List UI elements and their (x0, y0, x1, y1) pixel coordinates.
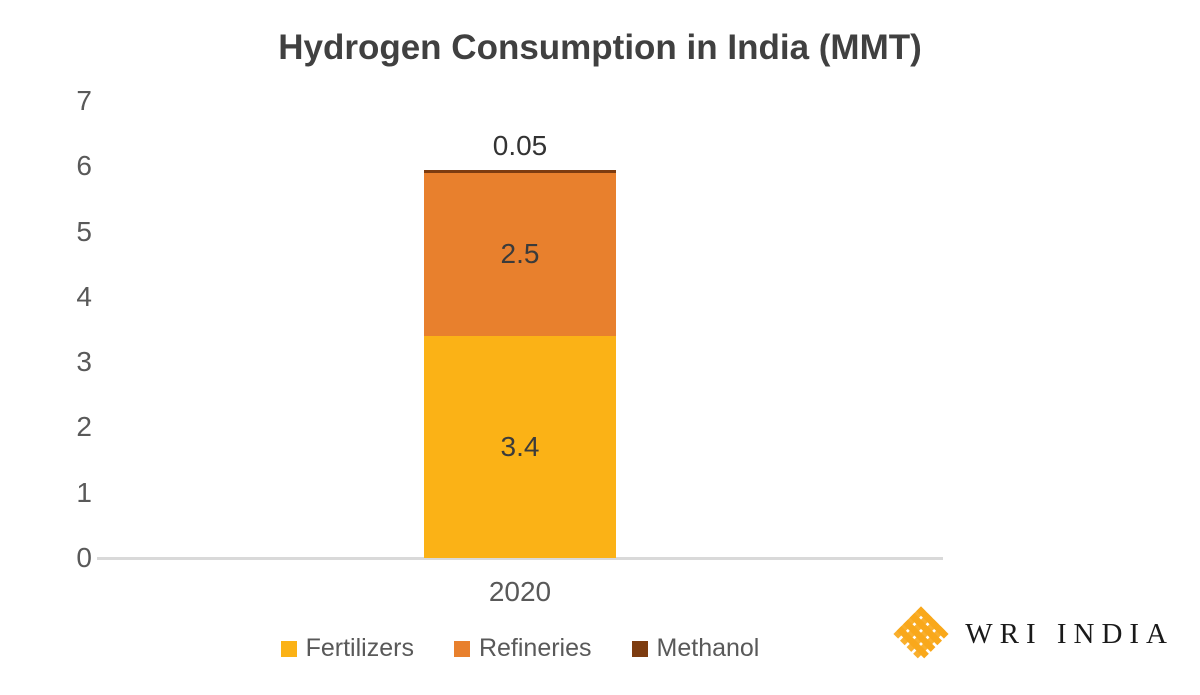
plot-area: 3.4 2.5 0.05 (97, 101, 943, 560)
legend-swatch-fertilizers (280, 640, 297, 657)
y-axis: 0 1 2 3 4 5 6 7 (0, 87, 92, 572)
wri-india-logo: WRI INDIA (891, 604, 1174, 664)
x-axis-label-2020: 2020 (488, 576, 552, 607)
bar-segment-fertilizers: 3.4 (424, 336, 616, 558)
value-label-fertilizers: 3.4 (500, 431, 540, 463)
legend-swatch-methanol (631, 640, 648, 657)
y-axis-tick-6: 6 (76, 150, 92, 182)
value-label-methanol: 0.05 (492, 129, 548, 161)
legend-label-refineries: Refineries (478, 634, 592, 662)
y-axis-tick-3: 3 (76, 346, 92, 378)
wri-logo-text: WRI INDIA (965, 617, 1174, 650)
bar-segment-methanol (424, 169, 616, 173)
bar-segment-refineries: 2.5 (424, 172, 616, 337)
y-axis-tick-5: 5 (76, 215, 92, 247)
chart-title: Hydrogen Consumption in India (MMT) (278, 28, 922, 67)
value-label-refineries: 2.5 (500, 238, 540, 270)
legend-item-refineries: Refineries (453, 634, 592, 662)
legend-item-fertilizers: Fertilizers (280, 634, 414, 662)
legend-item-methanol: Methanol (631, 634, 760, 662)
bar-2020: 3.4 2.5 (424, 169, 616, 558)
y-axis-tick-4: 4 (76, 280, 92, 312)
y-axis-tick-7: 7 (76, 85, 92, 116)
y-axis-tick-0: 0 (76, 542, 92, 573)
wri-woven-diamond-icon (893, 606, 949, 659)
legend-swatch-refineries (453, 640, 470, 657)
y-axis-tick-1: 1 (76, 476, 92, 508)
x-axis-line (97, 557, 943, 560)
legend-label-fertilizers: Fertilizers (305, 634, 414, 662)
legend-label-methanol: Methanol (656, 634, 760, 662)
legend: Fertilizers Refineries Methanol (97, 636, 943, 661)
y-axis-tick-2: 2 (76, 411, 92, 443)
